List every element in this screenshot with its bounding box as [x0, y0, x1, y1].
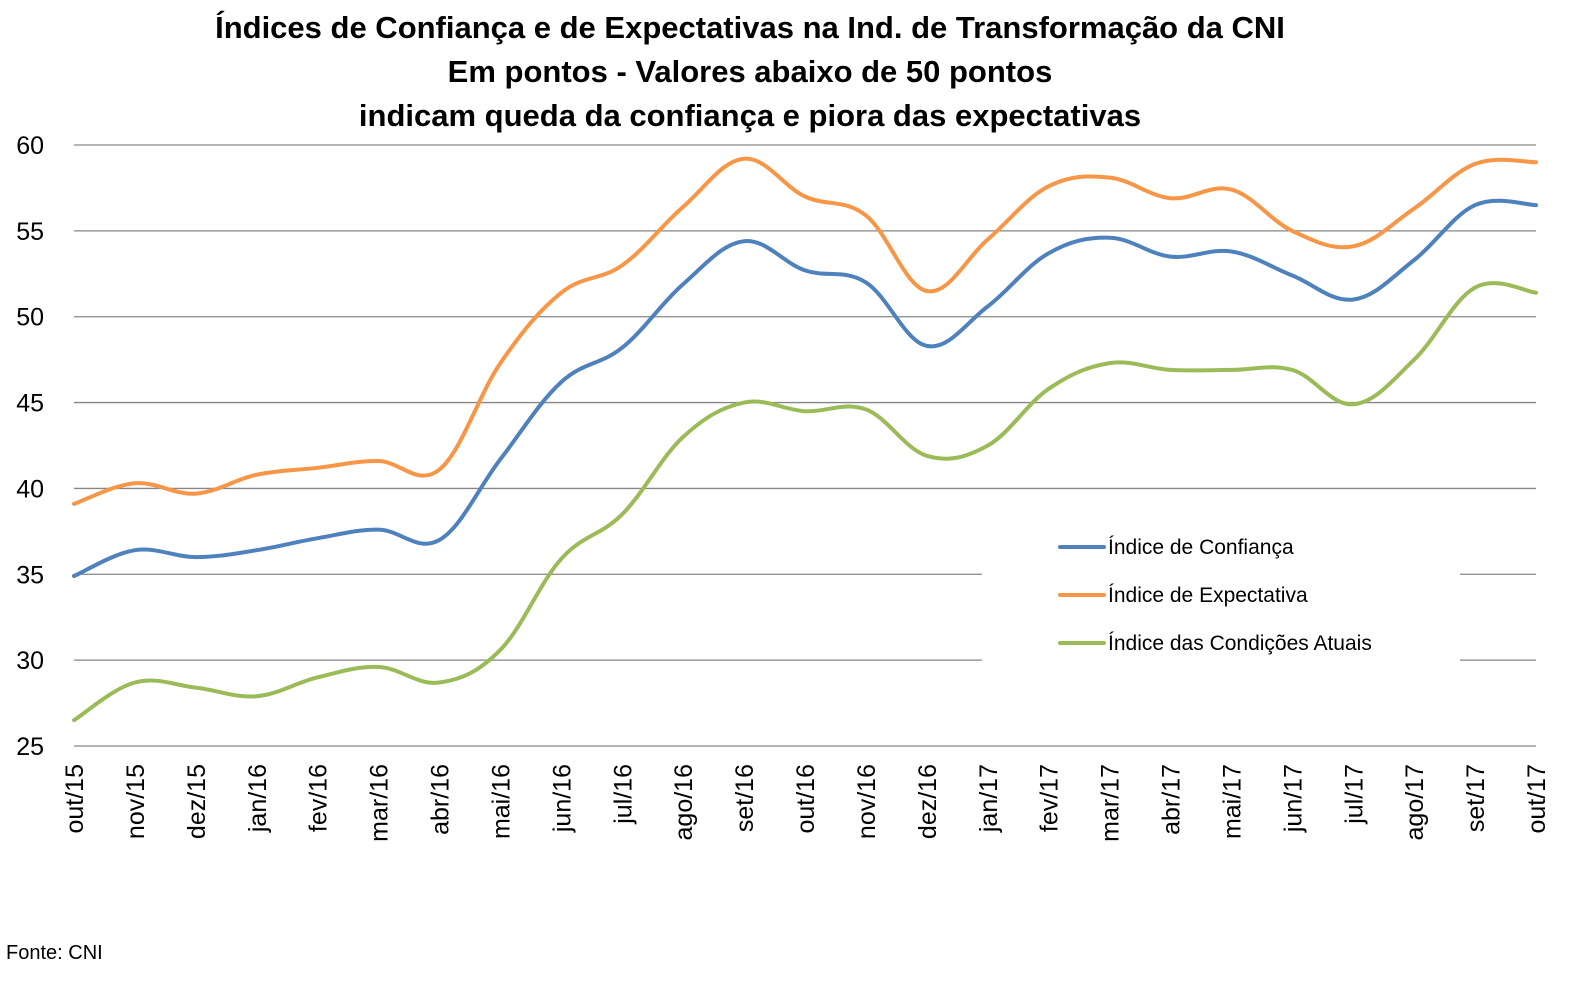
x-tick-label: jul/17 — [1340, 764, 1368, 825]
x-tick-label: jul/16 — [609, 764, 637, 825]
x-tick-label: jun/17 — [1279, 764, 1307, 833]
x-tick-label: abr/17 — [1158, 764, 1186, 835]
x-tick-label: jun/16 — [548, 764, 576, 833]
series-lines — [72, 156, 1538, 723]
y-tick-label: 60 — [16, 132, 44, 160]
x-tick-label: out/16 — [792, 764, 820, 834]
chart-title-line-3: indicam queda da confiança e piora das e… — [358, 98, 1142, 133]
y-axis-ticks: 25 30 35 40 45 50 55 60 — [16, 132, 44, 761]
y-tick-label: 35 — [16, 561, 44, 589]
x-tick-label: fev/16 — [305, 764, 333, 832]
x-tick-label: mai/16 — [487, 764, 515, 839]
x-tick-label: fev/17 — [1036, 764, 1064, 832]
x-tick-label: nov/15 — [122, 764, 150, 839]
chart-title-line-2: Em pontos - Valores abaixo de 50 pontos — [447, 54, 1053, 89]
y-tick-label: 45 — [16, 390, 44, 418]
legend: Índice de Confiança Índice de Expectativa… — [1058, 536, 1372, 655]
y-tick-label: 55 — [16, 218, 44, 246]
grid-lines — [74, 144, 1536, 747]
series-line-condicoes-atuais — [72, 281, 1538, 723]
legend-label-condicoes-atuais: Índice das Condições Atuais — [1108, 632, 1372, 655]
x-axis-ticks: out/15 nov/15 dez/15 jan/16 fev/16 mar/16 abr/… — [61, 764, 1551, 842]
x-tick-label: mai/17 — [1218, 764, 1246, 839]
x-tick-label: set/16 — [731, 764, 759, 832]
x-tick-label: nov/16 — [853, 764, 881, 839]
legend-label-confianca: Índice de Confiança — [1108, 536, 1294, 559]
source-note: Fonte: CNI — [6, 942, 103, 964]
chart-title-line-1: Índices de Confiança e de Expectativas n… — [215, 10, 1285, 45]
x-tick-label: ago/17 — [1401, 764, 1429, 840]
x-tick-label: mar/17 — [1097, 764, 1125, 842]
x-tick-label: out/17 — [1523, 764, 1551, 834]
x-tick-label: mar/16 — [366, 764, 394, 842]
y-tick-label: 40 — [16, 475, 44, 503]
series-line-expectativa — [72, 156, 1538, 506]
x-tick-label: set/17 — [1462, 764, 1490, 832]
x-tick-label: jan/17 — [975, 764, 1003, 833]
x-tick-label: out/15 — [61, 764, 89, 834]
y-tick-label: 25 — [16, 733, 44, 761]
x-tick-label: abr/16 — [427, 764, 455, 835]
series-line-confianca — [72, 198, 1538, 578]
legend-label-expectativa: Índice de Expectativa — [1108, 584, 1308, 607]
y-tick-label: 30 — [16, 647, 44, 675]
x-tick-label: dez/16 — [914, 764, 942, 839]
x-tick-label: ago/16 — [670, 764, 698, 840]
y-tick-label: 50 — [16, 304, 44, 332]
x-tick-label: jan/16 — [244, 764, 272, 833]
x-tick-label: dez/15 — [183, 764, 211, 839]
